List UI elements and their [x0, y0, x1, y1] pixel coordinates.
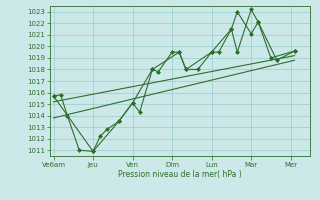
X-axis label: Pression niveau de la mer( hPa ): Pression niveau de la mer( hPa ): [118, 170, 242, 179]
